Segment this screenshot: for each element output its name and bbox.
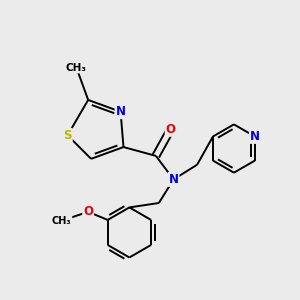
Text: N: N (116, 105, 126, 118)
Text: CH₃: CH₃ (66, 63, 87, 73)
Text: N: N (250, 130, 260, 143)
Text: O: O (83, 205, 93, 218)
Text: N: N (169, 173, 178, 186)
Text: S: S (63, 129, 72, 142)
Text: O: O (166, 123, 176, 136)
Text: CH₃: CH₃ (52, 216, 71, 226)
